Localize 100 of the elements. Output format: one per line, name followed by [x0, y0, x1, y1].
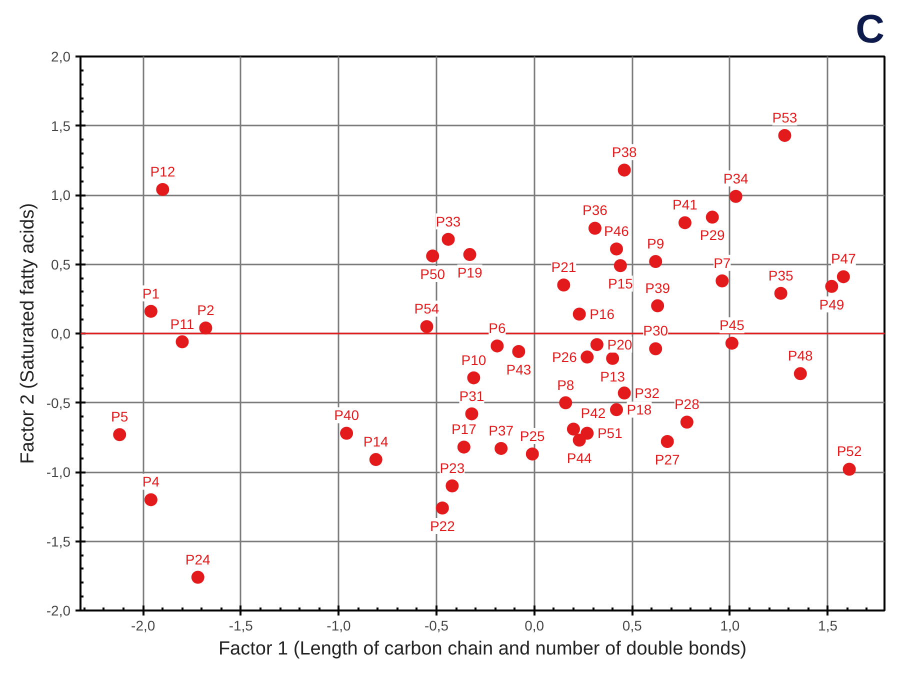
point [436, 502, 449, 514]
point [113, 428, 126, 442]
point [649, 342, 662, 356]
y-tick-label: -2,0 [46, 602, 71, 618]
point [199, 321, 212, 334]
point [557, 278, 570, 292]
annotation: P12 [150, 163, 176, 180]
point [651, 299, 664, 312]
annotation: P34 [723, 170, 748, 186]
annotation: P50 [420, 266, 446, 282]
annotation: P9 [647, 235, 664, 252]
point [825, 280, 838, 293]
annotation: P27 [654, 452, 680, 468]
point [512, 345, 526, 358]
point [144, 304, 158, 318]
annotation: P10 [461, 352, 486, 368]
y-tick-label: 1,5 [51, 118, 71, 134]
annotation: P38 [612, 144, 637, 160]
annotation: P23 [440, 460, 465, 476]
annotation: P21 [551, 259, 576, 276]
point [457, 440, 470, 454]
annotation: P40 [334, 407, 360, 424]
annotation: P54 [414, 300, 440, 317]
point [191, 570, 204, 584]
annotation: P14 [363, 434, 389, 450]
point [725, 336, 738, 350]
point [716, 274, 729, 288]
point [463, 248, 476, 262]
y-tick-label: 2,0 [51, 48, 71, 64]
x-tick-label: -1,0 [326, 618, 351, 634]
x-tick-label: 1,5 [818, 618, 838, 634]
annotation: P26 [552, 349, 578, 366]
annotation: P48 [788, 348, 814, 364]
x-tick-label: 0,0 [524, 618, 544, 634]
annotation: P24 [185, 551, 211, 568]
point [774, 286, 788, 300]
y-axis-title: Factor 2 (Saturated fatty acids) [17, 203, 38, 464]
annotation: P35 [768, 267, 794, 284]
point [369, 453, 382, 466]
point [794, 367, 807, 380]
point [426, 249, 440, 262]
annotation: P19 [457, 264, 482, 281]
annotation: P30 [643, 322, 668, 339]
annotation: P28 [674, 396, 700, 412]
annotation: P44 [566, 450, 592, 466]
annotation: P11 [170, 316, 194, 332]
y-tick-label: -1,5 [46, 533, 71, 550]
annotation: P45 [719, 317, 745, 334]
annotation: P22 [430, 518, 456, 534]
point [442, 232, 455, 246]
point [706, 210, 719, 224]
annotation: P33 [436, 213, 461, 230]
point [526, 448, 539, 460]
y-tick-label: -0,5 [46, 394, 71, 411]
point [490, 339, 504, 352]
point [465, 407, 478, 420]
y-tick-label: 0,0 [51, 326, 71, 342]
annotation: P31 [459, 388, 484, 404]
point [836, 270, 850, 284]
y-tick-label: 1,0 [51, 187, 71, 203]
point [156, 182, 170, 196]
point [340, 426, 354, 440]
annotation: P2 [197, 302, 214, 318]
annotation: P53 [772, 109, 798, 126]
annotation: P41 [672, 196, 698, 213]
point [446, 479, 459, 492]
annotation: P7 [714, 254, 731, 271]
point [572, 434, 586, 447]
annotation: P1 [142, 285, 160, 302]
point [176, 335, 189, 348]
point [144, 493, 158, 506]
point [678, 216, 692, 230]
x-tick-label: 0,5 [622, 618, 642, 634]
annotation: P5 [111, 408, 128, 425]
annotation: P20 [607, 336, 632, 353]
annotation: P6 [488, 320, 506, 336]
point [467, 371, 480, 384]
point [660, 435, 674, 448]
annotation: P51 [597, 425, 623, 442]
point [618, 164, 631, 177]
point [729, 190, 742, 203]
point [494, 442, 508, 455]
annotation: P29 [700, 227, 726, 244]
annotation: P43 [506, 362, 532, 378]
point [572, 308, 586, 321]
annotation: P8 [557, 376, 574, 393]
point [588, 222, 602, 235]
point [680, 416, 694, 429]
y-tick-label: -1,0 [46, 464, 71, 480]
point [580, 426, 594, 440]
point [842, 462, 856, 476]
annotation: P42 [580, 405, 606, 422]
annotation: P15 [608, 276, 634, 292]
annotation: P49 [819, 296, 844, 312]
annotation: P17 [451, 421, 477, 438]
x-tick-label: 1,0 [720, 618, 740, 634]
annotation: P25 [520, 428, 546, 444]
annotation: P52 [836, 443, 862, 460]
annotation: P4 [142, 474, 160, 490]
annotation: P16 [590, 306, 615, 322]
